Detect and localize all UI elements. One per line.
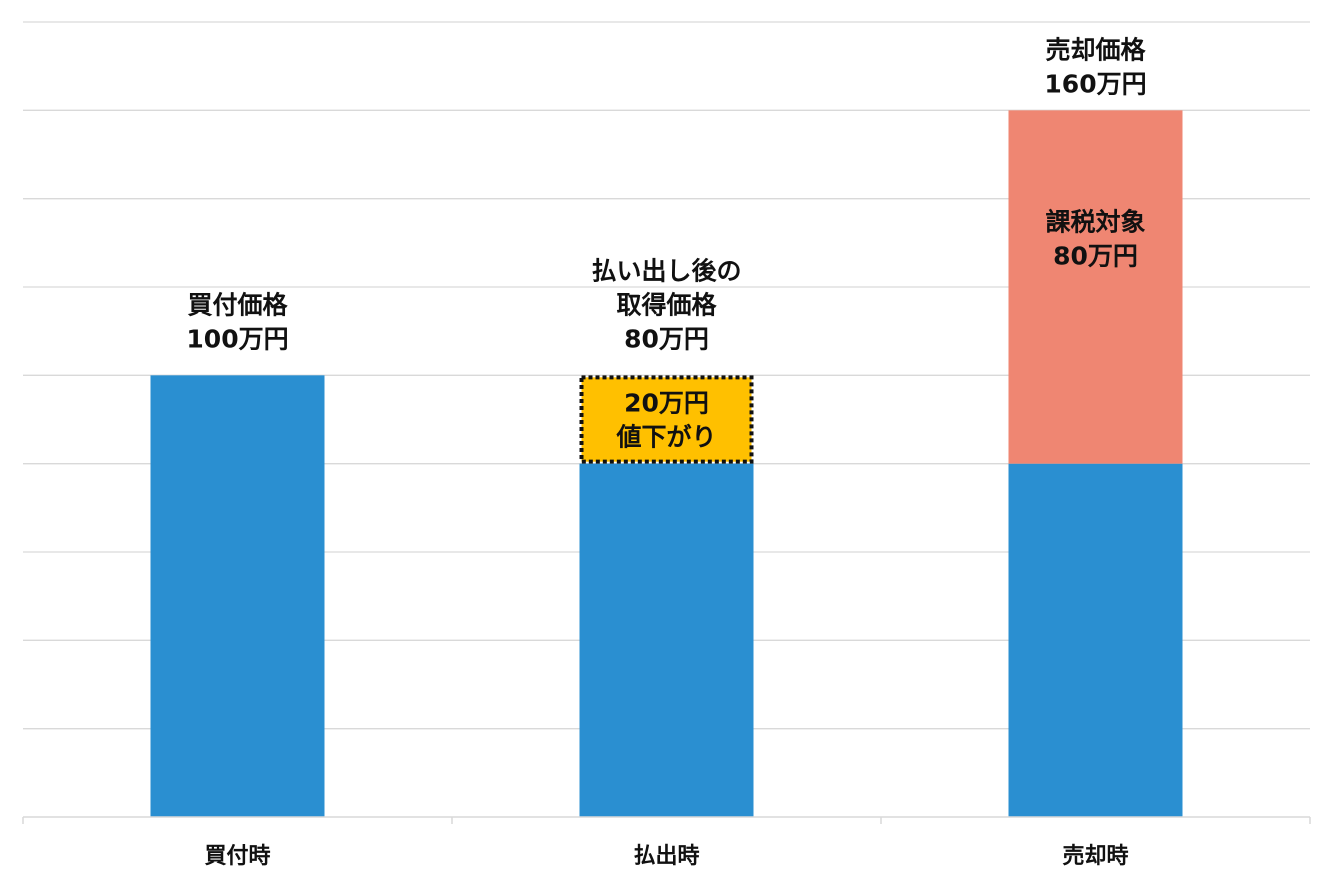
bars: [150, 110, 1183, 817]
bar-base: [1008, 463, 1183, 817]
x-axis: [22, 816, 1311, 824]
annotation-sale-price-value: 160万円: [1044, 69, 1146, 98]
category-label-withdraw: 払出時: [633, 844, 699, 869]
annotation-taxable-value: 80万円: [1053, 241, 1138, 270]
annotation-decline-value: 20万円: [624, 389, 709, 418]
annotation-decline-label: 値下がり: [615, 423, 716, 452]
bar-base: [150, 375, 325, 817]
bar-decline: [579, 375, 754, 464]
category-label-sell: 売却時: [1062, 843, 1128, 869]
bar-taxable: [1008, 110, 1183, 464]
annotation-acquisition-value: 80万円: [624, 324, 709, 353]
annotation-acquisition-title-2: 取得価格: [616, 290, 717, 319]
annotation-sale-price-title: 売却価格: [1045, 35, 1146, 64]
bar-base: [579, 463, 754, 817]
annotation-purchase-price-title: 買付価格: [187, 290, 288, 319]
annotation-acquisition-title-1: 払い出し後の: [591, 256, 741, 285]
annotation-purchase-price-value: 100万円: [186, 324, 288, 353]
category-label-buy: 買付時: [204, 844, 270, 869]
annotation-taxable-label: 課税対象: [1045, 207, 1145, 236]
